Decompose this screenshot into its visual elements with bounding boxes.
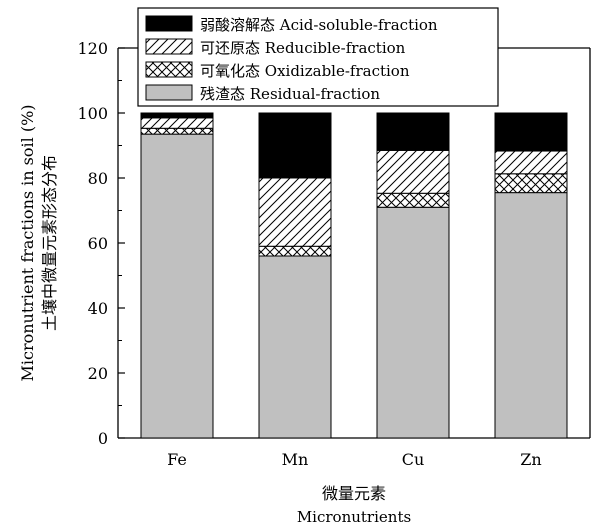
bar-segment xyxy=(140,133,214,439)
bar-segment xyxy=(140,117,214,129)
legend-swatch xyxy=(145,38,193,55)
legend-entry-label: 可氧化态 Oxidizable-fraction xyxy=(200,62,410,80)
bar-segment xyxy=(258,245,332,257)
x-tick-label: Mn xyxy=(282,450,309,469)
legend: 弱酸溶解态 Acid-soluble-fraction 可还原态 Reducibl… xyxy=(137,7,499,107)
bar-segment xyxy=(376,112,450,151)
legend-swatch xyxy=(145,15,193,32)
bars xyxy=(140,112,568,439)
y-tick-label: 20 xyxy=(88,364,108,383)
y-axis-label-cn: 土壤中微量元素形态分布 xyxy=(40,155,59,331)
y-tick-label: 40 xyxy=(88,299,108,318)
legend-swatch xyxy=(145,61,193,78)
y-tick-label: 80 xyxy=(88,169,108,188)
bar-segment xyxy=(494,192,568,439)
x-axis-label-en: Micronutrients xyxy=(297,508,411,526)
bar-segment xyxy=(494,173,568,194)
bar-segment xyxy=(376,149,450,194)
bar-segment xyxy=(258,112,332,179)
bar-segment xyxy=(258,177,332,247)
y-tick-label: 100 xyxy=(77,104,108,123)
legend-entry-label: 可还原态 Reducible-fraction xyxy=(200,39,406,57)
legend-entry-label: 残渣态 Residual-fraction xyxy=(200,85,380,103)
x-axis: Fe Mn Cu Zn xyxy=(167,431,542,469)
bar-segment xyxy=(140,127,214,135)
x-tick-label: Cu xyxy=(402,450,425,469)
y-axis: 0 20 40 60 80 100 120 xyxy=(77,39,125,448)
x-tick-label: Zn xyxy=(520,450,541,469)
y-tick-label: 0 xyxy=(98,429,108,448)
legend-entry-label: 弱酸溶解态 Acid-soluble-fraction xyxy=(200,16,438,34)
y-tick-label: 120 xyxy=(77,39,108,58)
bar-segment xyxy=(494,112,568,152)
bar-segment xyxy=(376,192,450,208)
bar-segment xyxy=(258,255,332,439)
x-axis-label-cn: 微量元素 xyxy=(322,484,386,503)
legend-box xyxy=(137,7,499,107)
legend-swatch xyxy=(145,84,193,101)
x-tick-label: Fe xyxy=(167,450,187,469)
bar-segment xyxy=(494,150,568,175)
bar-segment xyxy=(376,206,450,439)
bar-segment xyxy=(140,112,214,119)
y-axis-label-en: Micronutrient fractions in soil (%) xyxy=(18,104,37,381)
y-tick-label: 60 xyxy=(88,234,108,253)
